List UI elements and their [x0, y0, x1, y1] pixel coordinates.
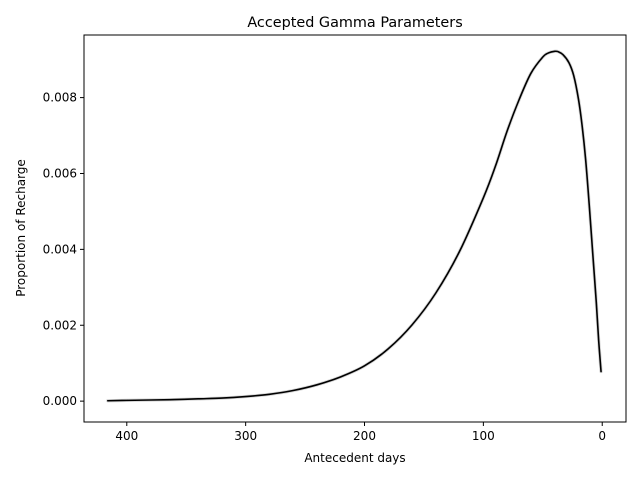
chart-title: Accepted Gamma Parameters: [247, 15, 462, 31]
x-tick-label: 0: [598, 429, 606, 443]
series-line: [106, 50, 602, 402]
x-tick-label: 300: [234, 429, 257, 443]
y-tick-label: 0.006: [43, 166, 77, 180]
plot-area: [106, 49, 603, 403]
y-tick-label: 0.002: [43, 318, 77, 332]
x-tick-label: 400: [115, 429, 138, 443]
x-axis-ticks: 400 300 200 100 0: [115, 422, 606, 443]
y-tick-label: 0.000: [43, 394, 77, 408]
y-axis-ticks: 0.000 0.002 0.004 0.006 0.008: [43, 91, 84, 408]
x-tick-label: 100: [472, 429, 495, 443]
axes-frame: [83, 34, 627, 423]
y-tick-label: 0.004: [43, 242, 77, 256]
y-tick-label: 0.008: [43, 91, 77, 105]
x-axis-label: Antecedent days: [304, 451, 405, 465]
y-axis-label: Proportion of Recharge: [14, 159, 28, 297]
x-tick-label: 200: [353, 429, 376, 443]
